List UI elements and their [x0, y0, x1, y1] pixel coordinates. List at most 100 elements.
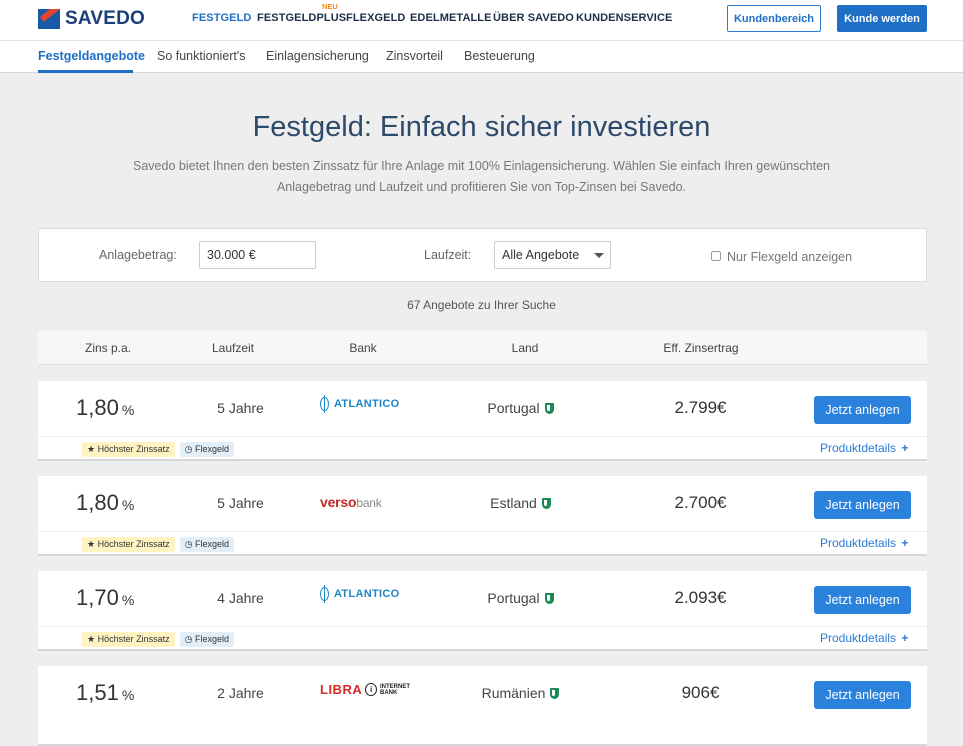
country-name: Portugal [487, 590, 540, 606]
bank-logo-libra: LIBRA i INTERNET BANK [320, 682, 410, 697]
offer-rate: 1,80% [76, 490, 134, 516]
header-term: Laufzeit [211, 341, 255, 355]
shield-icon [541, 498, 551, 509]
plus-icon: + [901, 631, 909, 645]
logo-icon [38, 9, 60, 29]
shield-icon [550, 688, 560, 699]
logo-text: SAVEDO [65, 8, 146, 29]
badge-flexgeld: ◷ Flexgeld [179, 442, 235, 457]
country-name: Estland [490, 495, 537, 511]
rate-value: 1,51 [76, 680, 119, 705]
offer-earnings: 2.700€ [674, 493, 727, 512]
badge-flexgeld: ◷ Flexgeld [179, 632, 235, 647]
shield-icon [544, 403, 554, 414]
invest-now-button[interactable]: Jetzt anlegen [814, 491, 911, 519]
offer-rate: 1,51% [76, 680, 134, 706]
offer-badges: ★ Höchster Zinssatz ◷ Flexgeld [82, 632, 235, 647]
rate-value: 1,70 [76, 585, 119, 610]
nav-festgeldplus[interactable]: FESTGELDPLUS [257, 12, 347, 24]
offer-filter-panel: Anlagebetrag: Laufzeit: Alle Angebote Nu… [38, 228, 927, 282]
offer-term: 2 Jahre [217, 685, 264, 701]
header-country: Land [511, 341, 539, 355]
bank-name: ATLANTICO [334, 398, 400, 410]
offer-term: 5 Jahre [217, 495, 264, 511]
subnav-festgeldangebote[interactable]: Festgeldangebote [38, 49, 145, 63]
new-badge: NEU [322, 2, 338, 11]
subnav-zinsvorteil[interactable]: Zinsvorteil [386, 49, 443, 63]
savedo-logo[interactable]: SAVEDO [38, 8, 145, 30]
nav-ueber-savedo[interactable]: ÜBER SAVEDO [493, 12, 574, 24]
offer-row: 1,80% 5 Jahre versobank Estland 2.700€ J… [38, 476, 927, 556]
clock-icon: ◷ [184, 539, 193, 549]
offer-country: Portugal [453, 590, 588, 606]
term-select[interactable]: Alle Angebote [494, 241, 611, 269]
offer-badges: ★ Höchster Zinssatz ◷ Flexgeld [82, 537, 235, 552]
badge-flexgeld: ◷ Flexgeld [179, 537, 235, 552]
shield-icon [544, 593, 554, 604]
hero-description: Savedo bietet Ihnen den besten Zinssatz … [130, 156, 833, 198]
header-bank: Bank [349, 341, 377, 355]
offer-term: 5 Jahre [217, 400, 264, 416]
subnav-einlagensicherung[interactable]: Einlagensicherung [266, 49, 369, 63]
active-tab-indicator [38, 70, 133, 73]
amount-input[interactable] [199, 241, 316, 269]
offer-country: Portugal [453, 400, 588, 416]
badge-highest-rate: ★ Höchster Zinssatz [82, 442, 175, 457]
libra-icon: i [365, 683, 377, 696]
bank-logo-atlantico: ATLANTICO [320, 585, 410, 607]
nav-festgeld[interactable]: FESTGELD [192, 12, 252, 24]
bank-name: ATLANTICO [334, 588, 400, 600]
customer-area-button[interactable]: Kundenbereich [727, 5, 821, 32]
subnav-besteuerung[interactable]: Besteuerung [464, 49, 535, 63]
offer-row: 1,80% 5 Jahre ATLANTICO Portugal 2.799€ … [38, 381, 927, 461]
header-rate: Zins p.a. [84, 341, 132, 355]
subnav-so-funktionierts[interactable]: So funktioniert's [157, 49, 246, 63]
become-customer-button[interactable]: Kunde werden [837, 5, 927, 32]
product-details-link[interactable]: Produktdetails + [820, 441, 909, 455]
bank-logo-atlantico: ATLANTICO [320, 395, 410, 417]
product-details-link[interactable]: Produktdetails + [820, 536, 909, 550]
country-name: Rumänien [481, 685, 546, 701]
star-icon: ★ [87, 539, 96, 549]
bank-logo-verso: versobank [320, 494, 382, 510]
product-details-link[interactable]: Produktdetails + [820, 631, 909, 645]
nav-edelmetalle[interactable]: EDELMETALLE [410, 12, 492, 24]
hero-text-line-2: Anlagebetrag und Laufzeit und profitiere… [276, 180, 687, 194]
badge-highest-rate: ★ Höchster Zinssatz [82, 632, 175, 647]
clock-icon: ◷ [184, 634, 193, 644]
offer-rate: 1,70% [76, 585, 134, 611]
nav-kundenservice[interactable]: KUNDENSERVICE [576, 12, 673, 24]
clock-icon: ◷ [184, 444, 193, 454]
invest-now-button[interactable]: Jetzt anlegen [814, 586, 911, 614]
plus-icon: + [901, 441, 909, 455]
term-select-value: Alle Angebote [502, 248, 580, 262]
term-label: Laufzeit: [424, 248, 472, 262]
nav-flexgeld[interactable]: FLEXGELD [346, 12, 406, 24]
rate-unit: % [121, 402, 135, 418]
amount-label: Anlagebetrag: [99, 248, 177, 262]
hero-text-line-1: Savedo bietet Ihnen den besten Zinssatz … [133, 159, 830, 173]
offer-rate: 1,80% [76, 395, 134, 421]
offer-term: 4 Jahre [217, 590, 264, 606]
atlantico-icon [320, 585, 329, 603]
chevron-down-icon [594, 253, 604, 258]
offer-country: Estland [453, 495, 588, 511]
offer-row: 1,51% 2 Jahre LIBRA i INTERNET BANK Rumänie… [38, 666, 927, 746]
offers-table-header: Zins p.a. Laufzeit Bank Land Eff. Zinser… [38, 331, 927, 365]
rate-value: 1,80 [76, 395, 119, 420]
flexgeld-checkbox[interactable] [711, 251, 721, 261]
flexgeld-checkbox-label[interactable]: Nur Flexgeld anzeigen [727, 250, 853, 264]
offer-country: Rumänien [453, 685, 588, 701]
rate-unit: % [121, 497, 135, 513]
invest-now-button[interactable]: Jetzt anlegen [814, 681, 911, 709]
top-navigation-bar: SAVEDO FESTGELD FESTGELDPLUS FLEXGELD ED… [0, 0, 963, 41]
rate-unit: % [121, 687, 135, 703]
badge-highest-rate: ★ Höchster Zinssatz [82, 537, 175, 552]
offer-earnings: 2.093€ [674, 588, 727, 607]
results-count: 67 Angebote zu Ihrer Suche [407, 298, 556, 312]
atlantico-icon [320, 395, 329, 413]
star-icon: ★ [87, 444, 96, 454]
plus-icon: + [901, 536, 909, 550]
offer-earnings: 906€ [681, 683, 720, 702]
invest-now-button[interactable]: Jetzt anlegen [814, 396, 911, 424]
